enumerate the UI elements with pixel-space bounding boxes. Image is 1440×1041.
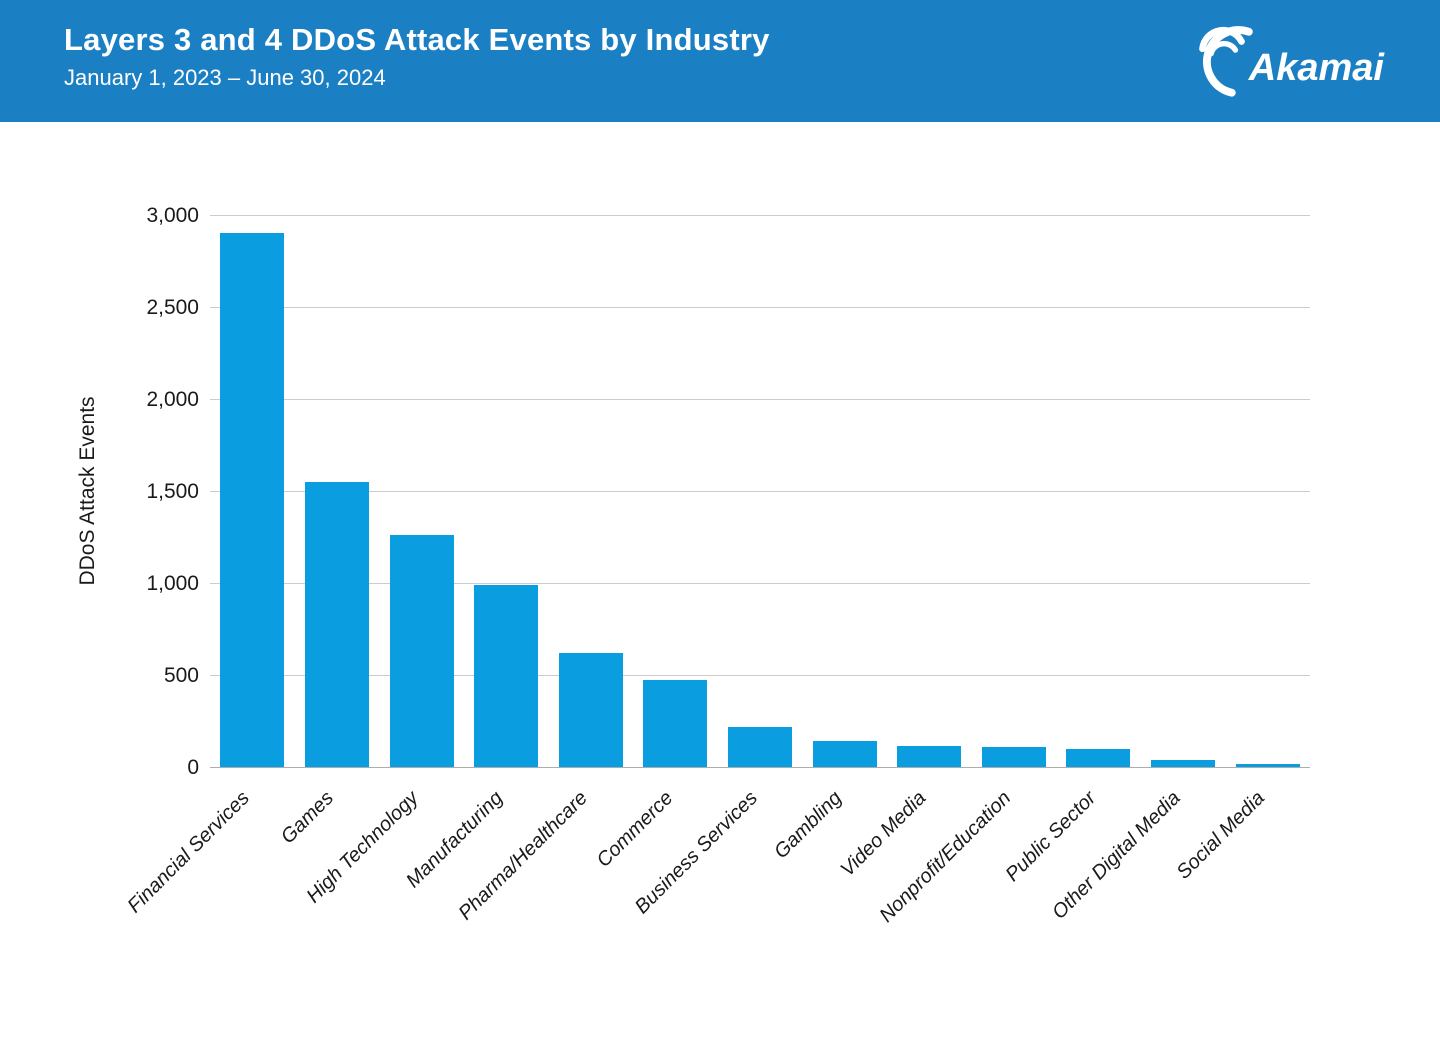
page-title: Layers 3 and 4 DDoS Attack Events by Ind…	[64, 22, 770, 57]
akamai-swoosh-icon	[1198, 26, 1253, 97]
bar-gambling	[812, 741, 877, 767]
gridline	[210, 674, 1310, 676]
bar-video-media	[897, 745, 962, 767]
bar-financial-services	[220, 233, 285, 767]
report-header: Layers 3 and 4 DDoS Attack Events by Ind…	[0, 0, 1440, 122]
y-tick-label: 0	[187, 756, 199, 779]
gridline	[210, 398, 1310, 400]
gridline	[210, 214, 1310, 216]
x-axis-baseline	[210, 766, 1310, 768]
bar-other-digital-media	[1151, 759, 1216, 767]
y-tick-label: 2,000	[146, 388, 199, 411]
bar-games	[304, 481, 369, 767]
x-category-label: Games	[277, 787, 339, 849]
akamai-logo: Akamai	[1183, 22, 1384, 100]
bar-commerce	[643, 679, 708, 767]
bar-nonprofit-education	[981, 746, 1046, 767]
bar-public-sector	[1066, 748, 1131, 767]
bar-manufacturing	[474, 584, 539, 767]
y-tick-label: 2,500	[146, 296, 199, 319]
bar-social-media	[1235, 764, 1300, 767]
y-tick-label: 1,500	[146, 480, 199, 503]
akamai-logo-text: Akamai	[1248, 46, 1384, 89]
y-tick-label: 3,000	[146, 204, 199, 227]
x-category-label: Commerce	[592, 787, 677, 872]
bar-chart: DDoS Attack Events 0 500 1,000 1,500 2,000 2,…	[0, 122, 1440, 1041]
gridline	[210, 306, 1310, 308]
gridline	[210, 582, 1310, 584]
x-category-label: Gambling	[770, 787, 847, 864]
bar-business-services	[728, 727, 792, 767]
y-tick-label: 500	[163, 664, 199, 687]
date-range-subtitle: January 1, 2023 – June 30, 2024	[64, 64, 386, 90]
gridline	[210, 490, 1310, 492]
y-tick-label: 1,000	[146, 572, 199, 595]
x-category-label: Financial Services	[123, 787, 254, 918]
x-category-label: Social Media	[1172, 787, 1270, 884]
bar-pharma-healthcare	[558, 652, 623, 767]
bar-high-technology	[389, 535, 454, 767]
